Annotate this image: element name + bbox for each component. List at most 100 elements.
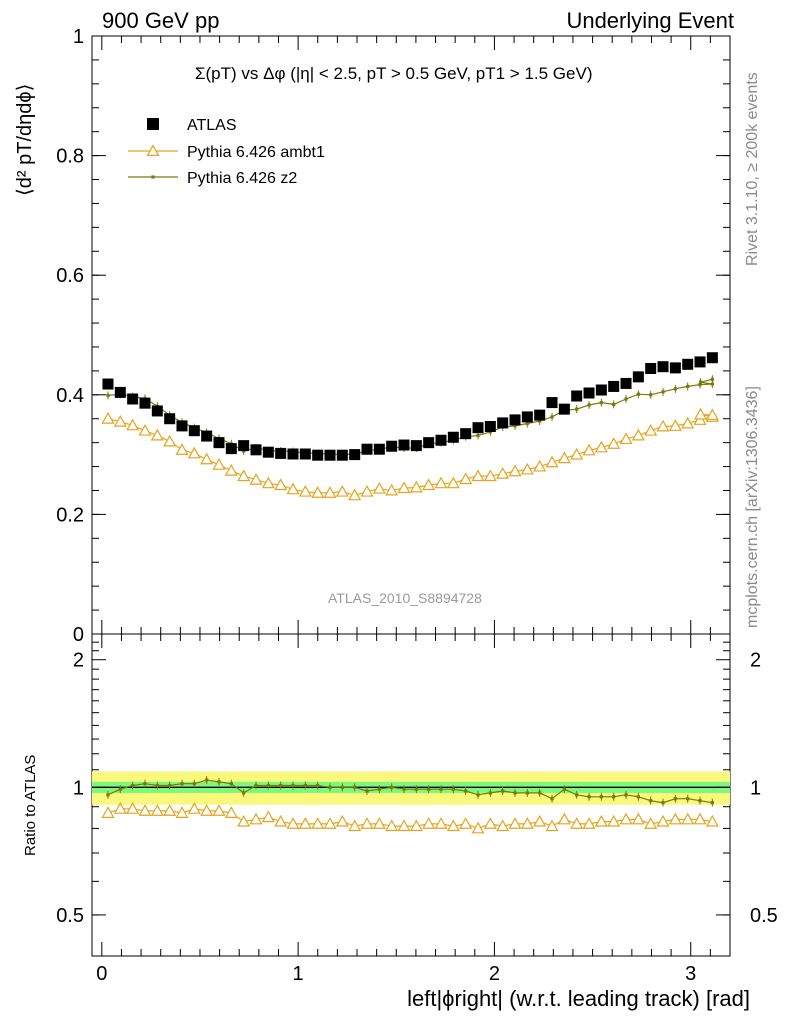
z2-point [636, 392, 640, 396]
ratio-ambt1-point [483, 817, 497, 829]
atlas-point [546, 397, 558, 409]
ratio-z2-point [402, 787, 406, 791]
z2-point [698, 380, 703, 384]
ambt1-point [200, 452, 214, 465]
atlas-point [669, 362, 681, 374]
ambt1-point [385, 483, 399, 496]
legend-ambt1-marker [146, 144, 160, 156]
atlas-point [139, 397, 151, 409]
ratio-ambt1-point [607, 814, 621, 827]
ratio-ambt1-point [126, 802, 140, 814]
atlas-point [164, 413, 176, 425]
atlas-point [608, 380, 620, 392]
ratio-z2-point [624, 793, 628, 797]
ratio-z2-point [649, 799, 653, 803]
ratio-ambt1-point [570, 817, 584, 829]
ambt1-point [471, 469, 485, 482]
ratio-z2-point [266, 783, 270, 788]
ambt1-point [705, 408, 719, 421]
z2-point [624, 397, 628, 401]
ratio-z2-point [587, 795, 591, 799]
ratio-ambt1-point [385, 819, 399, 832]
atlas-point [349, 449, 361, 461]
ambt1-line [107, 413, 713, 496]
atlas-point [151, 405, 163, 417]
plot-title: Σ(pT) vs Δφ (|η| < 2.5, pT > 0.5 GeV, pT… [195, 64, 593, 83]
ratio-ambt1-point [496, 819, 510, 832]
ambt1-point [582, 443, 596, 456]
atlas-point [102, 378, 114, 390]
atlas-point [299, 448, 311, 460]
atlas-point [312, 449, 324, 461]
ambt1-point [138, 423, 152, 436]
ambt1-point [212, 458, 226, 470]
ratio-z2-point [180, 782, 184, 786]
legend-label: Pythia 6.426 z2 [187, 170, 297, 187]
ratio-z2-point [131, 783, 135, 788]
ratio-y-tick-label-right: 0.5 [750, 905, 778, 927]
ambt1-point [372, 481, 386, 494]
main-y-tick-label: 0.6 [56, 265, 84, 287]
z2-point [538, 419, 542, 423]
ratio-ambt1-point [397, 819, 411, 832]
atlas-point [620, 377, 632, 389]
ratio-z2-point [575, 793, 579, 797]
ambt1-point [520, 462, 534, 475]
ratio-z2-point [501, 789, 505, 793]
ratio-z2-point [661, 801, 665, 805]
header-right: Underlying Event [566, 8, 734, 33]
atlas-point [558, 403, 570, 415]
atlas-point [114, 386, 126, 398]
ratio-z2-point [488, 791, 492, 795]
ambt1-point [348, 488, 362, 501]
ambt1-point [150, 428, 164, 441]
ratio-z2-point [476, 793, 480, 797]
atlas-point [398, 439, 410, 451]
ratio-ambt1-point [261, 810, 275, 823]
ratio-ambt1-point [582, 817, 596, 829]
atlas-point [250, 444, 262, 456]
z2-point [673, 387, 677, 391]
main-y-tick-label: 0 [73, 624, 84, 646]
ambt1-point [459, 472, 473, 485]
ratio-ambt1-point [693, 812, 707, 825]
rivet-label: Rivet 3.1.10, ≥ 200k events [744, 72, 761, 266]
header-left: 900 GeV pp [102, 8, 220, 33]
ratio-z2-point [303, 783, 307, 788]
atlas-point [386, 440, 398, 452]
atlas-point [706, 352, 718, 364]
atlas-point [521, 411, 533, 423]
ratio-z2-point [464, 789, 468, 793]
ratio-ambt1-point [175, 806, 189, 818]
ratio-ambt1-point [434, 817, 448, 829]
z2-point [550, 415, 554, 419]
atlas-point [410, 440, 422, 452]
ratio-ambt1-point [335, 814, 349, 827]
ratio-ambt1-point [187, 802, 201, 814]
ratio-z2-point [698, 799, 702, 803]
ratio-z2-point [612, 795, 616, 799]
z2-point [476, 433, 480, 438]
main-y-tick-label: 0.4 [56, 385, 84, 407]
ratio-ambt1-point [311, 817, 325, 829]
ratio-ambt1-point [668, 812, 682, 825]
ambt1-point [113, 414, 127, 427]
atlas-point [460, 428, 472, 440]
atlas-point [534, 409, 546, 421]
ratio-ambt1-point [150, 804, 164, 816]
mcplots-label: mcplots.cern.ch [arXiv:1306.3436] [744, 386, 761, 628]
ratio-ambt1-point [422, 817, 436, 829]
atlas-point [127, 393, 139, 405]
ratio-z2-point [562, 787, 566, 791]
ambt1-point [631, 428, 645, 441]
ratio-z2-point [340, 785, 344, 789]
atlas-point [682, 358, 694, 370]
ambt1-point [644, 423, 658, 436]
ambt1-point [681, 416, 695, 429]
ratio-z2-point [525, 791, 529, 795]
ambt1-point [508, 464, 522, 477]
ambt1-point [397, 481, 411, 494]
main-y-tick-label: 0.2 [56, 504, 84, 526]
z2-line [107, 378, 713, 456]
